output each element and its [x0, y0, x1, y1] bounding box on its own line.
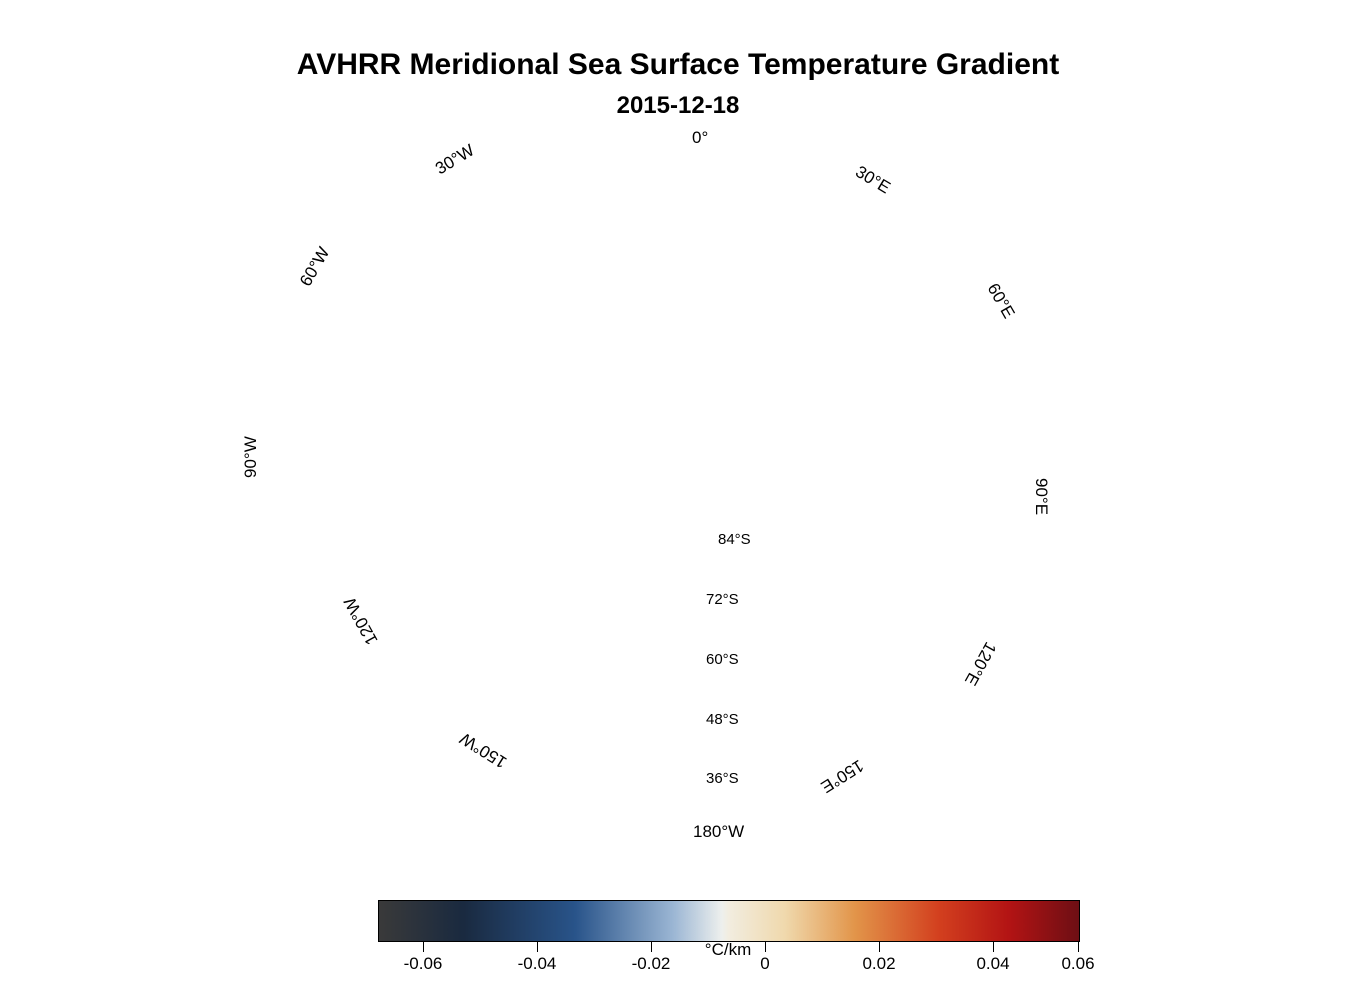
lon-label-180w: 180°W	[693, 822, 744, 842]
lat-label-48s: 48°S	[706, 711, 739, 728]
lon-label-90e: 90°E	[1031, 478, 1051, 515]
chart-subtitle: 2015-12-18	[0, 92, 1356, 120]
colorbar-container: -0.06 -0.04 -0.02 0 0.02 0.04 0.06 °C/km	[378, 900, 1078, 956]
lat-label-36s: 36°S	[706, 770, 739, 787]
root-container: AVHRR Meridional Sea Surface Temperature…	[0, 0, 1356, 1000]
lon-label-60w: 60°W	[296, 244, 334, 290]
colorbar-gradient	[378, 900, 1080, 942]
chart-title: AVHRR Meridional Sea Surface Temperature…	[0, 48, 1356, 82]
cbar-tick-6	[1078, 942, 1079, 952]
lon-label-0: 0°	[692, 128, 708, 148]
colorbar-axis-label: °C/km	[378, 940, 1078, 960]
lat-label-60s: 60°S	[706, 651, 739, 668]
lat-label-84s: 84°S	[718, 531, 751, 548]
lon-label-120w: 120°W	[340, 594, 382, 648]
lat-label-72s: 72°S	[706, 591, 739, 608]
lon-label-90w: 90°W	[241, 436, 261, 478]
